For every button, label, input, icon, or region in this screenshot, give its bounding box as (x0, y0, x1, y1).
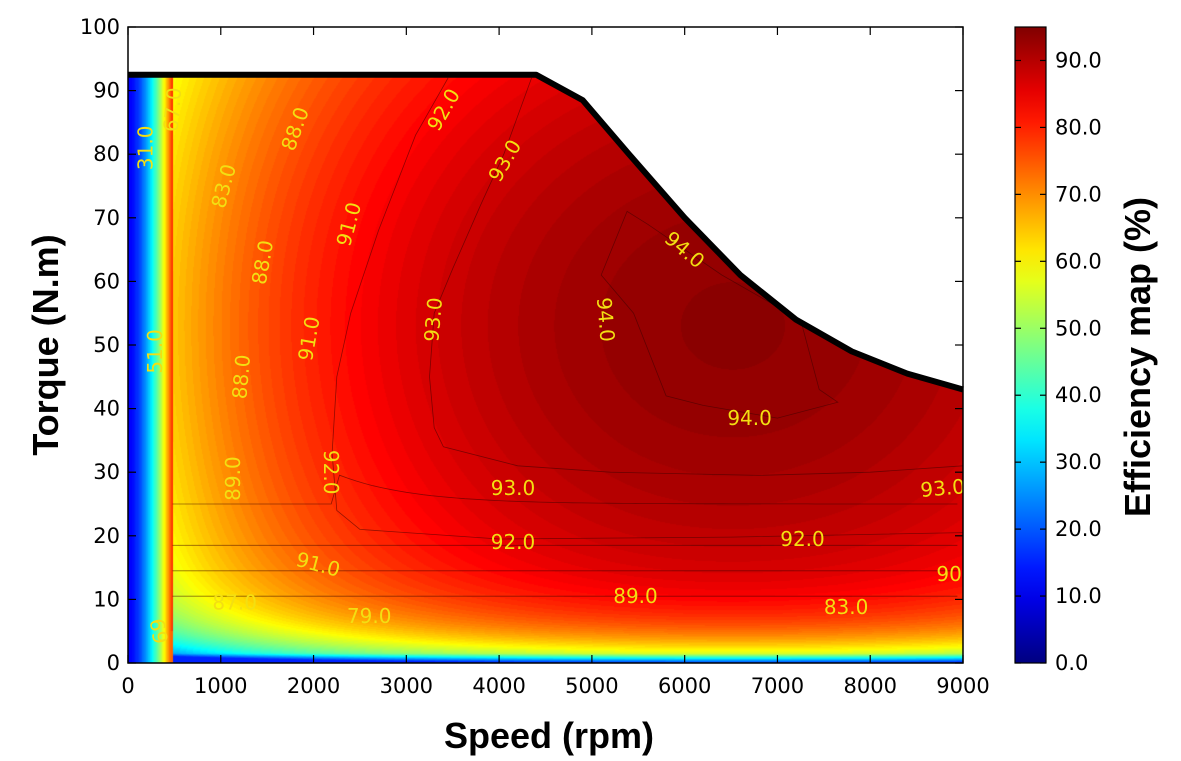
contour-label: 92.0 (780, 527, 825, 551)
y-tick-label: 80 (93, 142, 120, 166)
y-tick-label: 100 (80, 15, 120, 39)
contour-label: 90 (936, 562, 961, 586)
colorbar-tick-label: 20.0 (1055, 517, 1102, 541)
y-tick-label: 70 (93, 206, 120, 230)
colorbar: 0.0 10.0 20.0 30.0 40.0 50.0 60.0 70.0 80.0 90.0 (1014, 26, 1102, 675)
x-tick-label: 2000 (287, 674, 340, 698)
contour-label: 94.0 (727, 406, 772, 430)
x-tick-label: 1000 (194, 674, 247, 698)
contour-label: 83.0 (824, 595, 869, 619)
colorbar-title: Efficiency map (%) (1117, 197, 1158, 517)
colorbar-tick-label: 10.0 (1055, 584, 1102, 608)
contour-line (172, 474, 958, 505)
axes: 0 1000 2000 3000 4000 5000 6000 7000 8000 9000 0 10… (80, 15, 990, 698)
colorbar-gradient (1014, 26, 1047, 664)
contour-label: 93.0 (419, 296, 447, 342)
contour-label: 67.0 (159, 86, 187, 132)
contour-93 (429, 77, 964, 476)
y-tick-label: 40 (93, 397, 120, 421)
x-tick-label: 4000 (472, 674, 525, 698)
plot-area (128, 27, 964, 663)
contour-label: 31.0 (134, 126, 158, 171)
contour-label: 89.0 (613, 584, 658, 608)
y-tick-label: 30 (93, 460, 120, 484)
contour-label: 89.0 (221, 456, 245, 501)
contour-92 (331, 77, 964, 540)
efficiency-heatmap (128, 27, 963, 663)
contour-label: 92.0 (491, 530, 536, 554)
x-tick-label: 7000 (751, 674, 804, 698)
y-axis-title: Torque (N.m) (25, 234, 66, 455)
colorbar-tick-label: 40.0 (1055, 383, 1102, 407)
contour-label: 93.0 (919, 474, 965, 502)
contour-lines (172, 77, 964, 597)
x-tick-label: 9000 (936, 674, 989, 698)
x-tick-label: 0 (121, 674, 134, 698)
y-tick-label: 90 (93, 79, 120, 103)
x-tick-label: 5000 (565, 674, 618, 698)
contour-label: 79.0 (347, 604, 392, 628)
colorbar-tick-label: 50.0 (1055, 316, 1102, 340)
x-axis-title: Speed (rpm) (444, 715, 654, 756)
y-tick-label: 10 (93, 587, 120, 611)
colorbar-tick-label: 60.0 (1055, 249, 1102, 273)
y-tick-label: 0 (107, 651, 120, 675)
y-tick-label: 60 (93, 269, 120, 293)
y-tick-label: 50 (93, 333, 120, 357)
x-tick-label: 3000 (380, 674, 433, 698)
contour-label: 69 (145, 617, 173, 646)
colorbar-tick-label: 30.0 (1055, 450, 1102, 474)
contour-label: 51.0 (143, 329, 167, 374)
contour-label: 88.0 (227, 354, 255, 400)
torque-limit-curve (128, 71, 964, 393)
x-tick-label: 8000 (843, 674, 896, 698)
contour-94 (600, 210, 839, 419)
x-tick-label: 6000 (658, 674, 711, 698)
colorbar-tick-label: 0.0 (1055, 651, 1088, 675)
contour-label: 93.0 (491, 476, 536, 500)
colorbar-tick-label: 70.0 (1055, 182, 1102, 206)
colorbar-tick-label: 90.0 (1055, 48, 1102, 72)
y-tick-label: 20 (93, 524, 120, 548)
contour-label: 94.0 (592, 296, 620, 342)
contour-label: 92.0 (319, 450, 343, 495)
contour-label: 87.0 (212, 591, 257, 615)
colorbar-tick-label: 80.0 (1055, 115, 1102, 139)
